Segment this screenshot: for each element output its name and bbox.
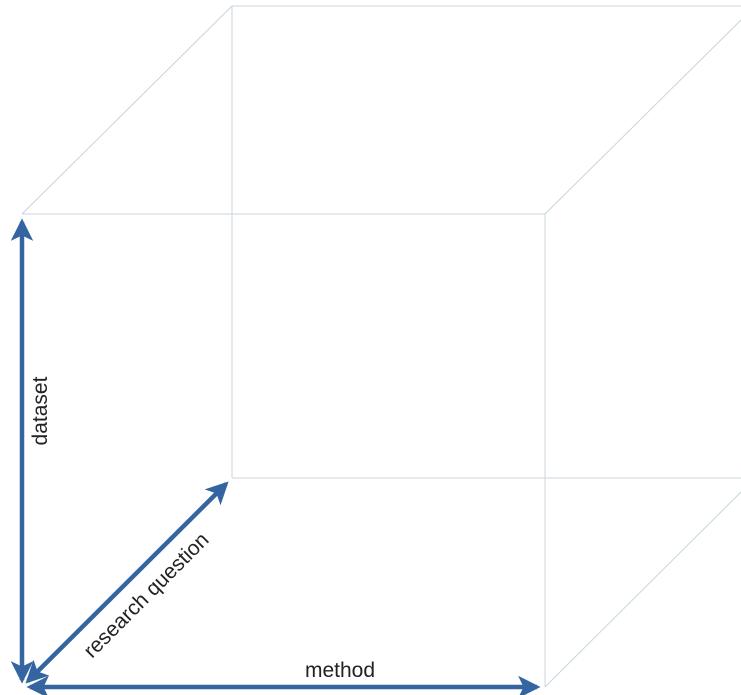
dataset-axis-label: dataset bbox=[29, 376, 52, 445]
axes bbox=[10, 218, 541, 695]
cube-edge-depth-top-left bbox=[21, 5, 233, 215]
method-axis-label: method bbox=[305, 659, 375, 682]
cube-edges bbox=[21, 5, 741, 688]
research-question-axis bbox=[25, 481, 229, 684]
cube-edge-depth-top-right bbox=[544, 19, 741, 215]
research-question-axis-label: research question bbox=[79, 528, 213, 662]
cube-edge-depth-bottom-right bbox=[544, 491, 741, 688]
